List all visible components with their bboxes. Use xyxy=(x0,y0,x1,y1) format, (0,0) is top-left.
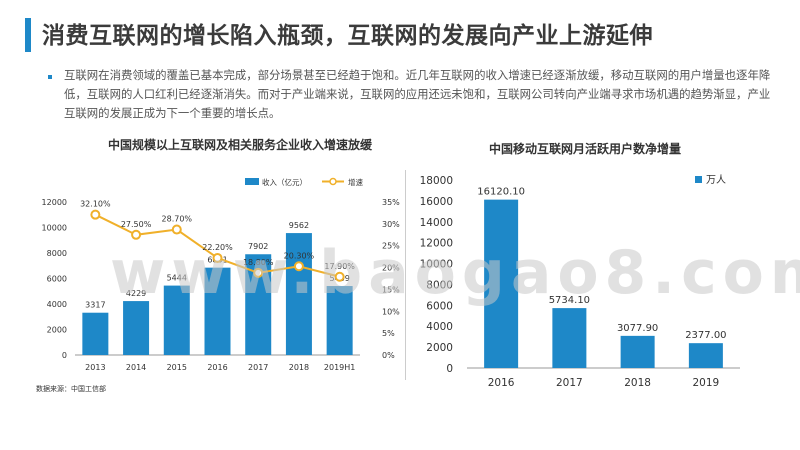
x-tick-label: 2016 xyxy=(488,377,515,389)
mau-value-label: 3077.90 xyxy=(617,323,658,334)
revenue-bar xyxy=(123,301,150,355)
mau-increment-chart: 0 2000 4000 6000 8000 10000 12000 14000 16000 180… xyxy=(420,174,740,389)
legend-label-mau: 万人 xyxy=(706,174,726,186)
revenue-bar xyxy=(285,233,312,355)
mau-value-label: 2377.00 xyxy=(685,330,726,341)
data-source-note: 数据来源：中国工信部 xyxy=(36,385,106,393)
growth-point xyxy=(334,271,345,282)
legend-swatch-revenue xyxy=(245,178,259,185)
growth-point xyxy=(293,261,304,272)
y2-tick-label: 0% xyxy=(382,351,395,360)
revenue-value-label: 4229 xyxy=(126,289,146,298)
x-tick-label: 2018 xyxy=(289,363,309,372)
x-tick-label: 2019H1 xyxy=(324,363,355,372)
mau-bar xyxy=(552,308,587,368)
growth-point xyxy=(212,252,223,263)
revenue-bar xyxy=(82,312,109,355)
growth-value-label: 22.20% xyxy=(202,243,233,252)
chart2-title: 中国移动互联网月活跃用户数净增量 xyxy=(489,142,682,156)
bullet-marker xyxy=(48,75,52,79)
x-tick-label: 2017 xyxy=(556,377,583,389)
y-tick-label: 6000 xyxy=(47,275,67,284)
growth-value-label: 17.90% xyxy=(324,262,355,271)
y2-tick-label: 10% xyxy=(382,307,400,316)
revenue-value-label: 7902 xyxy=(248,242,268,251)
growth-point xyxy=(131,229,142,240)
y-tick-label: 18000 xyxy=(420,175,453,187)
y2-tick-label: 20% xyxy=(382,264,400,273)
x-tick-label: 2015 xyxy=(167,363,187,372)
mau-bar xyxy=(688,343,723,368)
title-accent-bar xyxy=(25,18,31,52)
page-title: 消费互联网的增长陷入瓶颈，互联网的发展向产业上游延伸 xyxy=(42,23,653,49)
mau-bar xyxy=(484,199,519,368)
x-tick-label: 2013 xyxy=(85,363,105,372)
y-tick-label: 8000 xyxy=(47,249,67,258)
revenue-bar xyxy=(326,286,353,355)
y-tick-label: 6000 xyxy=(426,300,453,312)
y2-tick-label: 5% xyxy=(382,329,395,338)
growth-value-label: 27.50% xyxy=(121,220,152,229)
y-tick-label: 0 xyxy=(62,351,67,360)
x-tick-label: 2019 xyxy=(693,377,720,389)
revenue-bar xyxy=(204,267,231,355)
revenue-value-label: 9562 xyxy=(289,221,309,230)
y-tick-label: 8000 xyxy=(426,279,453,291)
growth-value-label: 18.80% xyxy=(243,258,274,267)
revenue-value-label: 3317 xyxy=(85,301,105,310)
legend-swatch-mau xyxy=(695,176,702,183)
y2-tick-label: 35% xyxy=(382,198,400,207)
y-tick-label: 4000 xyxy=(47,300,67,309)
growth-value-label: 28.70% xyxy=(162,215,193,224)
x-tick-label: 2014 xyxy=(126,363,146,372)
y-tick-label: 2000 xyxy=(47,326,67,335)
growth-point xyxy=(171,224,182,235)
y-tick-label: 10000 xyxy=(42,224,67,233)
y-tick-label: 0 xyxy=(446,363,453,375)
legend-marker-growth xyxy=(329,177,337,186)
y2-tick-label: 25% xyxy=(382,242,400,251)
y-tick-label: 12000 xyxy=(42,198,67,207)
y-tick-label: 12000 xyxy=(420,238,453,250)
y-tick-label: 2000 xyxy=(426,342,453,354)
revenue-bar xyxy=(163,285,190,355)
y2-tick-label: 30% xyxy=(382,220,400,229)
y-tick-label: 4000 xyxy=(426,321,453,333)
intro-paragraph: 互联网在消费领域的覆盖已基本完成，部分场景甚至已经趋于饱和。近几年互联网的收入增… xyxy=(64,68,771,120)
growth-value-label: 32.10% xyxy=(80,200,111,209)
x-tick-label: 2018 xyxy=(624,377,651,389)
y-tick-label: 16000 xyxy=(420,196,453,208)
x-tick-label: 2016 xyxy=(207,363,227,372)
chart-divider xyxy=(405,170,406,380)
watermark: www.baogao8.com xyxy=(110,238,800,308)
revenue-value-label: 5444 xyxy=(167,274,187,283)
y-tick-label: 14000 xyxy=(420,217,453,229)
mau-value-label: 16120.10 xyxy=(477,187,525,198)
mau-value-label: 5734.10 xyxy=(549,295,590,306)
revenue-growth-chart: 0 2000 4000 6000 8000 10000 12000 0% 5% 10% 15% 20%… xyxy=(42,177,401,372)
growth-point xyxy=(253,267,264,278)
growth-value-label: 20.30% xyxy=(284,251,315,260)
y2-tick-label: 15% xyxy=(382,285,400,294)
chart1-title: 中国规模以上互联网及相关服务企业收入增速放缓 xyxy=(108,138,373,152)
legend-label-revenue: 收入（亿元） xyxy=(262,177,307,187)
x-tick-label: 2017 xyxy=(248,363,268,372)
y-tick-label: 10000 xyxy=(420,259,453,271)
legend-label-growth: 增速 xyxy=(348,177,363,187)
mau-bar xyxy=(620,335,655,368)
growth-point xyxy=(90,209,101,220)
